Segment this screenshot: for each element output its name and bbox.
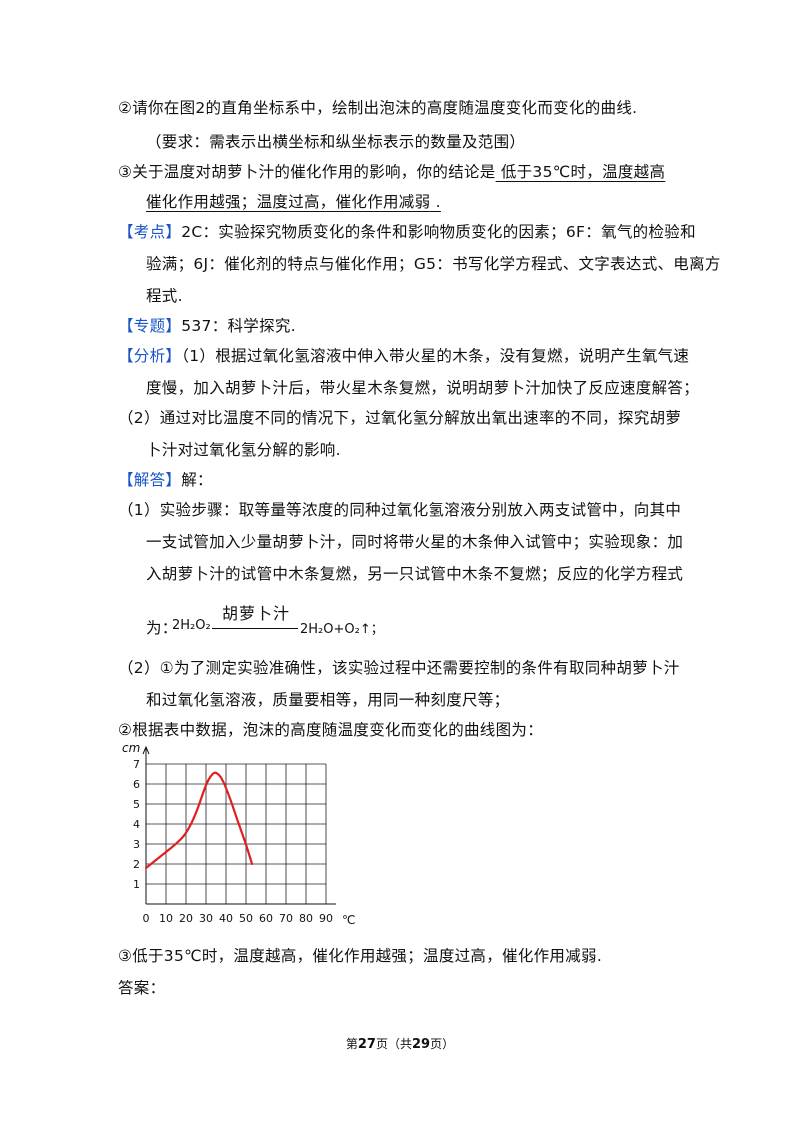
jieda-text: 解： <box>181 471 213 489</box>
conclusion-line: ③关于温度对胡萝卜汁的催化作用的影响，你的结论是 低于35℃时，温度越高 <box>118 162 665 182</box>
jieda-line: 【解答】解： <box>118 470 213 490</box>
x-tick-label: 40 <box>219 912 233 925</box>
zhuanti-line: 【专题】537：科学探究. <box>118 316 296 336</box>
kaodian-text: 2C：实验探究物质变化的条件和影响物质变化的因素；6F：氧气的检验和 <box>181 223 696 241</box>
x-tick-label: 80 <box>299 912 313 925</box>
conclusion-line-2: 催化作用越强；温度过高，催化作用减弱 . <box>146 192 441 212</box>
kaodian-line: 【考点】2C：实验探究物质变化的条件和影响物质变化的因素；6F：氧气的检验和 <box>118 222 696 242</box>
kaodian-line-3: 程式. <box>146 287 183 305</box>
fenxi-tag: 【分析】 <box>118 347 182 365</box>
x-tick-label: 10 <box>159 912 173 925</box>
footer-total-pages: 29 <box>412 1037 431 1052</box>
fenxi-text: （1）根据过氧化氢溶液中伸入带火星的木条，没有复燃，说明产生氧气速 <box>181 347 690 365</box>
equation-arrow-line <box>212 628 298 629</box>
question-line: ②请你在图2的直角坐标系中，绘制出泡沫的高度随温度变化而变化的曲线. <box>118 99 638 117</box>
footer-post: 页） <box>430 1037 455 1051</box>
y-tick-label: 4 <box>133 818 140 831</box>
equation-products: 2H₂O+O₂↑； <box>300 622 384 637</box>
x-tick-label: 70 <box>279 912 293 925</box>
y-axis-arrow <box>142 745 150 755</box>
fenxi-line-3: （2）通过对比温度不同的情况下，过氧化氢分解放出氧出速率的不同，探究胡萝 <box>118 409 682 427</box>
x-tick-label: 0 <box>143 912 150 925</box>
conclusion-end: . <box>430 193 441 211</box>
step1-line: （1）实验步骤：取等量等浓度的同种过氧化氢溶液分别放入两支试管中，向其中 <box>118 501 682 519</box>
step2-line: （2）①为了测定实验准确性，该实验过程中还需要控制的条件有取同种胡萝卜汁 <box>118 659 680 677</box>
foam-height-curve <box>144 771 254 870</box>
fenxi-line-2: 度慢，加入胡萝卜汁后，带火星木条复燃，说明胡萝卜汁加快了反应速度解答； <box>146 379 700 397</box>
fenxi-line-4: 卜汁对过氧化氢分解的影响. <box>146 441 341 459</box>
x-tick-label: 30 <box>199 912 213 925</box>
conclusion-answer-cont: 催化作用越强；温度过高，催化作用减弱 <box>146 193 431 211</box>
conclusion-answer: 低于35℃时，温度越高 <box>495 163 666 181</box>
equation-catalyst: 胡萝卜汁 <box>222 604 291 623</box>
footer-page-number: 27 <box>357 1037 376 1052</box>
page-footer: 第27页（共29页） <box>0 1035 800 1052</box>
step1-line-2: 一支试管加入少量胡萝卜汁，同时将带火星的木条伸入试管中；实验现象：加 <box>146 533 684 551</box>
requirement-note: （要求：需表示出横坐标和纵坐标表示的数量及范围） <box>146 133 526 151</box>
x-tick-label: 60 <box>259 912 273 925</box>
answer-label: 答案： <box>118 979 166 997</box>
y-axis-label: cm <box>122 744 140 755</box>
equation-reactant: 2H₂O₂ <box>172 618 211 633</box>
y-tick-label: 7 <box>133 758 140 771</box>
zhuanti-text: 537：科学探究. <box>181 317 296 335</box>
x-tick-label: 20 <box>179 912 193 925</box>
conclusion-prefix: ③关于温度对胡萝卜汁的催化作用的影响，你的结论是 <box>118 163 496 181</box>
step2-line-2: 和过氧化氢溶液，质量要相等，用同一种刻度尺等； <box>146 691 510 709</box>
footer-pre: 第 <box>345 1037 358 1051</box>
step2-line-3: ②根据表中数据，泡沫的高度随温度变化而变化的曲线图为： <box>118 721 543 739</box>
chemical-equation: 2H₂O₂ 胡萝卜汁 2H₂O+O₂↑； <box>172 604 412 644</box>
step1-line-4: 为： <box>146 619 178 637</box>
y-tick-label: 3 <box>133 838 140 851</box>
x-tick-label: 50 <box>239 912 253 925</box>
y-tick-label: 2 <box>133 858 140 871</box>
y-tick-label: 5 <box>133 798 140 811</box>
fenxi-line: 【分析】（1）根据过氧化氢溶液中伸入带火星的木条，没有复燃，说明产生氧气速 <box>118 346 689 366</box>
jieda-tag: 【解答】 <box>118 471 182 489</box>
x-axis-label: ℃ <box>342 913 355 927</box>
x-tick-label: 90 <box>319 912 333 925</box>
y-tick-label: 6 <box>133 778 140 791</box>
step3-line: ③低于35℃时，温度越高，催化作用越强；温度过高，催化作用减弱. <box>118 947 603 965</box>
zhuanti-tag: 【专题】 <box>118 317 182 335</box>
kaodian-line-2: 验满；6J：催化剂的特点与催化作用；G5：书写化学方程式、文字表达式、电离方 <box>146 255 721 273</box>
footer-mid: 页（共 <box>375 1037 412 1051</box>
kaodian-tag: 【考点】 <box>118 223 182 241</box>
step1-line-3: 入胡萝卜汁的试管中木条复燃，另一只试管中木条不复燃；反应的化学方程式 <box>146 565 684 583</box>
y-tick-label: 1 <box>133 878 140 891</box>
foam-height-chart: 0 10 20 30 40 50 60 70 80 90 1 2 3 4 5 6 7 cm ℃ <box>122 744 355 927</box>
